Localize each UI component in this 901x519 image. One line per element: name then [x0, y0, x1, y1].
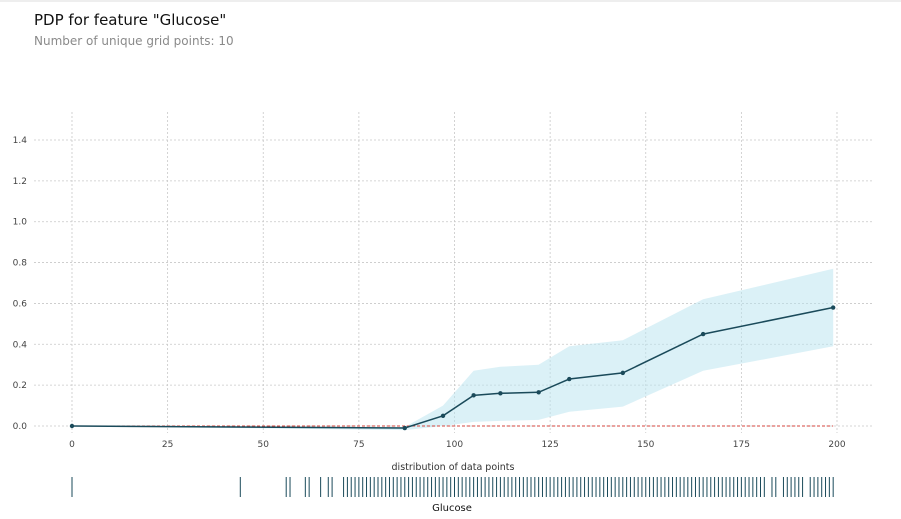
pdp-point-7 [620, 370, 625, 376]
y-tick-labels: 0.0 0.2 0.4 0.6 0.8 1.0 1.2 1.4 [13, 136, 28, 432]
pdp-point-9 [830, 305, 836, 310]
y-tick-4: 0.8 [13, 259, 28, 269]
confidence-band [72, 268, 834, 431]
pdp-point-8 [700, 331, 706, 337]
distribution-rug [71, 477, 834, 497]
pdp-point-0 [69, 423, 75, 429]
y-tick-2: 0.4 [13, 340, 28, 350]
pdp-point-1 [402, 425, 407, 431]
y-tick-1: 0.2 [13, 381, 27, 391]
y-tick-6: 1.2 [13, 177, 27, 187]
x-tick-2: 50 [258, 440, 270, 450]
chart-title: PDP for feature "Glucose" [34, 11, 227, 29]
y-tick-5: 1.0 [13, 218, 28, 228]
x-tick-6: 150 [637, 440, 654, 450]
pdp-line [71, 306, 834, 429]
x-tick-8: 200 [828, 440, 845, 450]
x-tick-7: 175 [733, 440, 750, 450]
x-tick-1: 25 [162, 440, 173, 450]
distribution-label: distribution of data points [392, 462, 515, 473]
pdp-point-3 [471, 393, 476, 398]
series-points [69, 305, 836, 431]
x-tick-0: 0 [69, 440, 75, 450]
x-axis-label: Glucose [432, 503, 472, 514]
x-tick-5: 125 [542, 440, 559, 450]
x-tick-4: 100 [446, 440, 463, 450]
pdp-point-6 [567, 376, 572, 382]
grid [34, 112, 872, 433]
x-tick-3: 75 [353, 440, 364, 450]
top-border [0, 0, 901, 2]
y-tick-3: 0.6 [13, 299, 28, 309]
pdp-point-2 [440, 413, 446, 418]
y-tick-7: 1.4 [13, 136, 28, 146]
x-tick-labels: 0 25 50 75 100 125 150 175 200 [69, 440, 846, 450]
confidence-band-area [72, 268, 834, 431]
pdp-point-5 [536, 390, 541, 395]
series-line [71, 306, 834, 429]
y-tick-0: 0.0 [13, 422, 28, 432]
chart-subtitle: Number of unique grid points: 10 [34, 34, 234, 48]
pdp-point-4 [498, 391, 503, 396]
